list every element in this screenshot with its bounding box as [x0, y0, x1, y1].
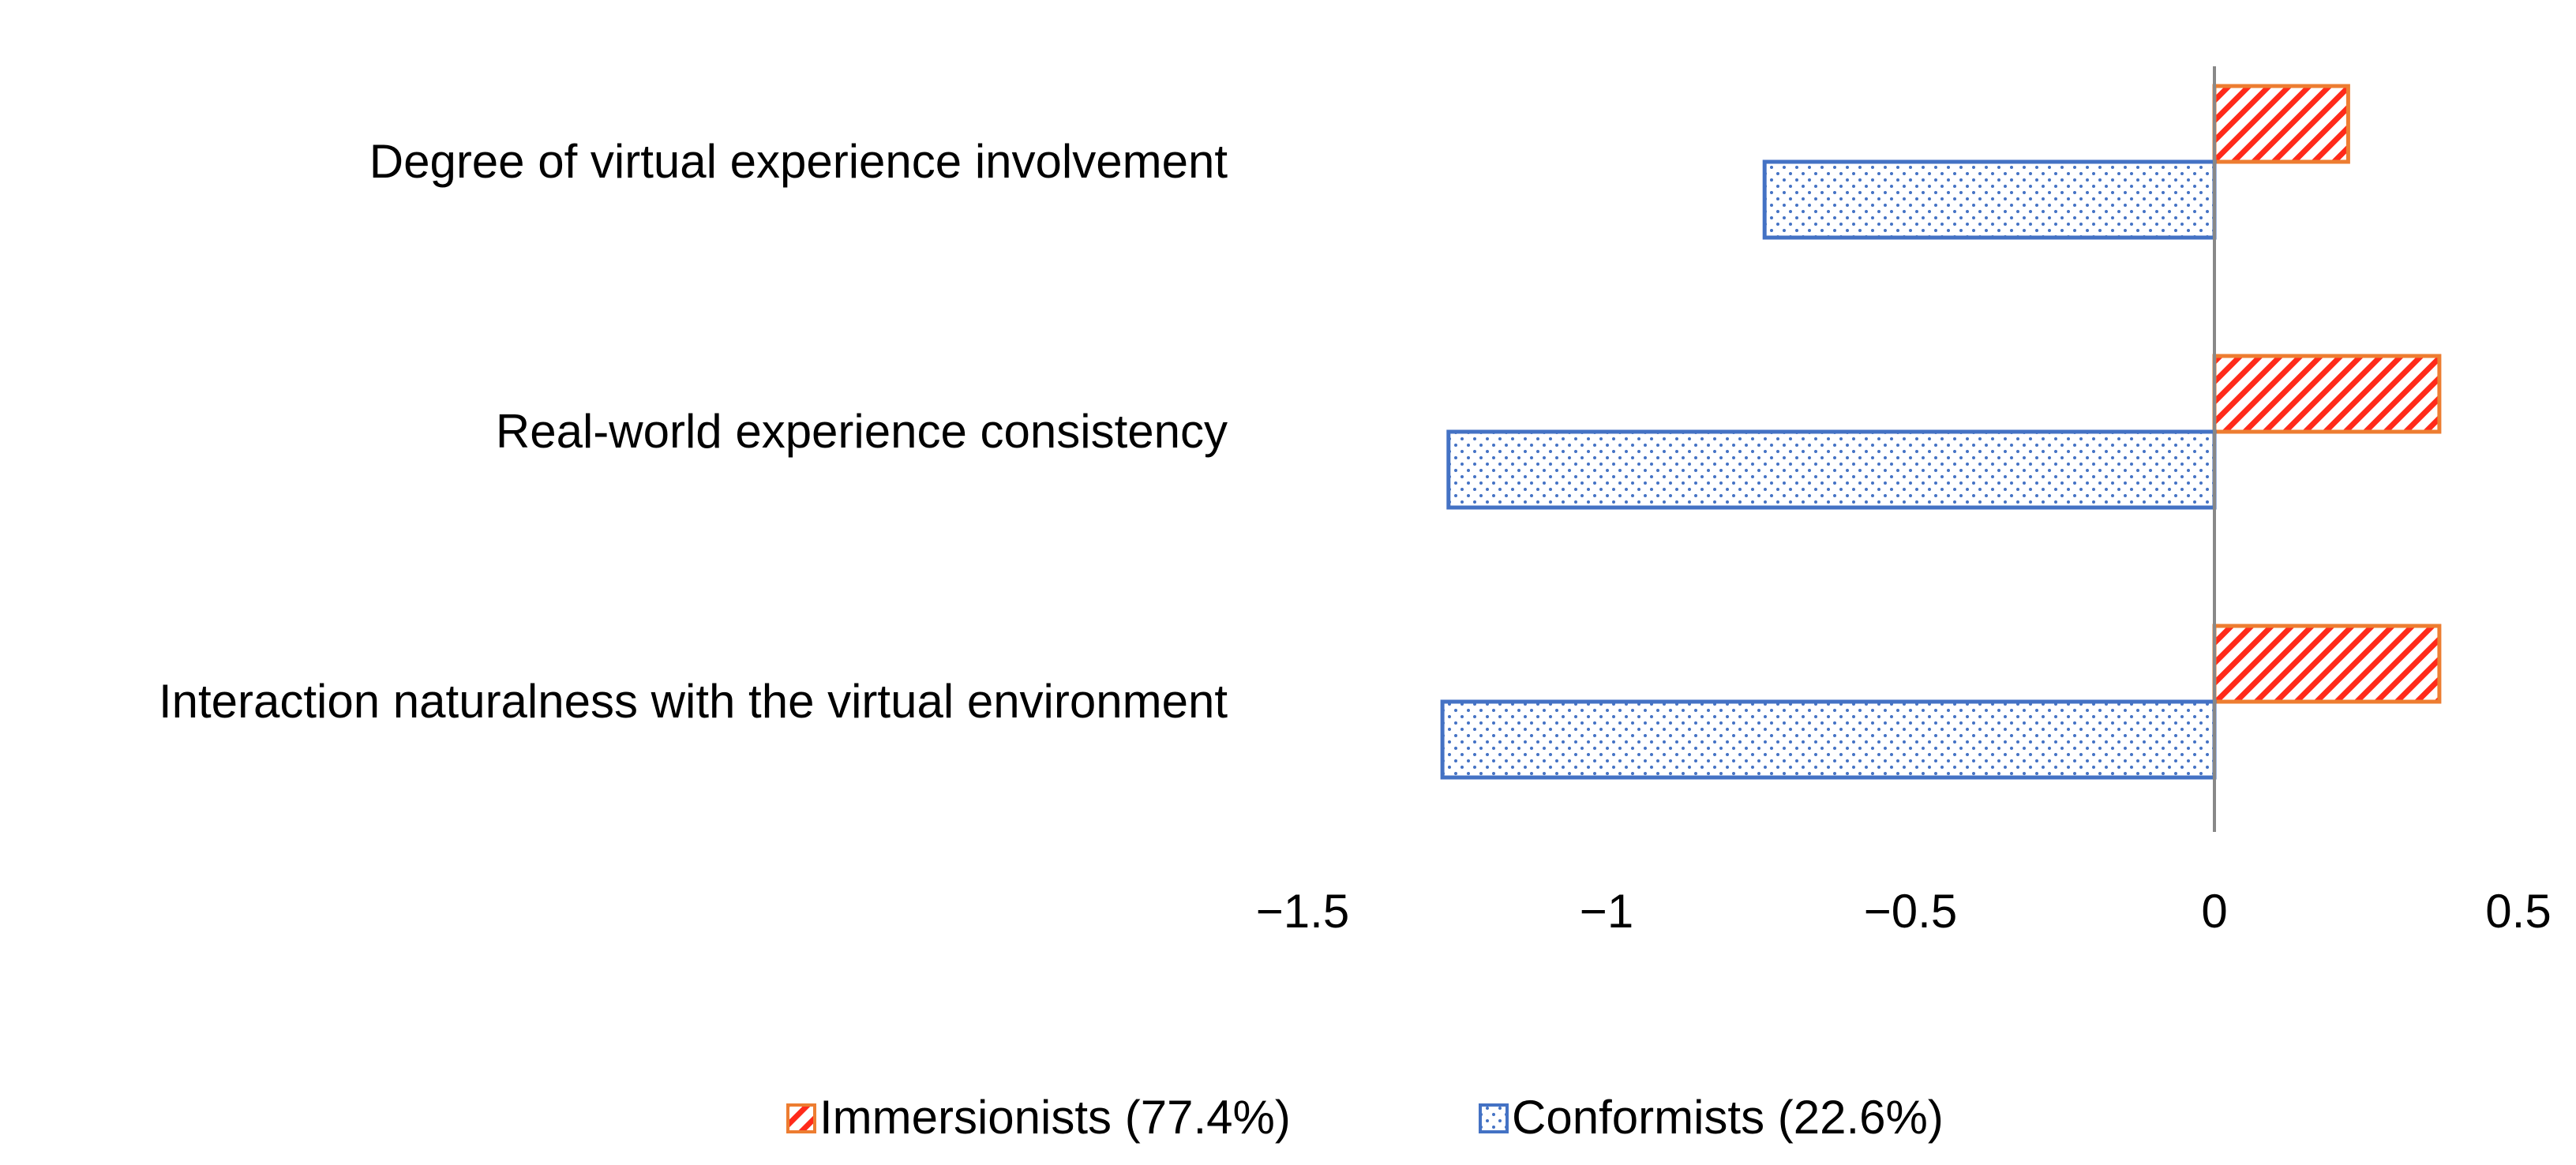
legend: Immersionists (77.4%) Conformists (22.6%)	[786, 1091, 1944, 1144]
legend-label: Conformists (22.6%)	[1512, 1091, 1944, 1144]
category-label: Degree of virtual experience involvement	[369, 135, 1228, 188]
bar-conformists	[1446, 429, 2217, 510]
x-tick-label: 0	[2201, 885, 2227, 938]
x-tick-label: −0.5	[1864, 885, 1957, 938]
bar-conformists	[1440, 699, 2217, 780]
x-tick-label: −1	[1580, 885, 1633, 938]
bar-immersionists	[2212, 354, 2442, 434]
category-label: Real-world experience consistency	[496, 405, 1228, 458]
x-tick-label: −1.5	[1256, 885, 1349, 938]
legend-swatch-conformists	[1479, 1103, 1509, 1133]
bar-immersionists	[2212, 84, 2350, 164]
bar-immersionists	[2212, 624, 2442, 704]
x-tick-label: 0.5	[2485, 885, 2551, 938]
legend-swatch-immersionists	[786, 1103, 816, 1133]
legend-label: Immersionists (77.4%)	[819, 1091, 1291, 1144]
bar-conformists	[1762, 159, 2217, 240]
category-label: Interaction naturalness with the virtual…	[159, 675, 1228, 728]
